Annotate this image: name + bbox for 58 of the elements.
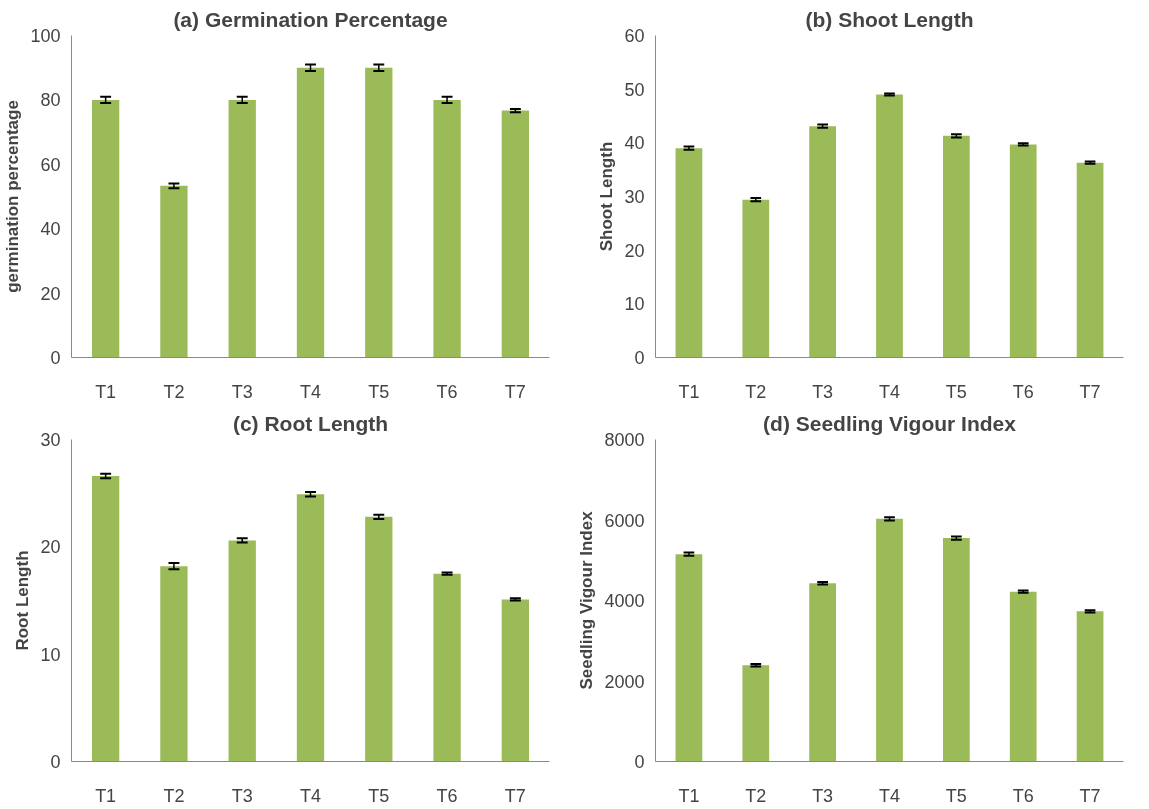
y-tick-label: 8000 xyxy=(604,430,645,450)
x-tick-label: T7 xyxy=(504,381,526,402)
y-tick-label: 0 xyxy=(634,348,645,368)
y-tick-label: 50 xyxy=(624,79,645,100)
x-tick-label: T3 xyxy=(812,381,834,402)
x-tick-label: T2 xyxy=(745,785,767,806)
x-tick-label: T1 xyxy=(95,381,117,402)
x-tick-label: T2 xyxy=(163,785,185,806)
x-tick-label: T7 xyxy=(1079,785,1101,806)
y-tick-label: 30 xyxy=(624,187,645,207)
y-tick-label: 30 xyxy=(40,430,61,450)
x-tick-label: T4 xyxy=(300,381,322,402)
x-tick-label: T1 xyxy=(678,381,700,402)
y-tick-label: 100 xyxy=(30,26,61,46)
x-tick-label: T6 xyxy=(1012,381,1034,402)
x-tick-label: T6 xyxy=(436,381,458,402)
x-tick-label: T5 xyxy=(368,381,390,402)
x-tick-label: T5 xyxy=(945,381,967,402)
x-tick-label: T3 xyxy=(812,785,834,806)
x-tick-label: T6 xyxy=(1012,785,1034,806)
y-tick-label: 20 xyxy=(624,240,645,261)
y-axis-title: germination percentage xyxy=(3,100,23,293)
y-axis-title: Shoot Length xyxy=(597,141,617,252)
y-tick-label: 40 xyxy=(40,219,61,240)
x-tick-label: T2 xyxy=(745,381,767,402)
x-tick-label: T7 xyxy=(1079,381,1101,402)
x-tick-label: T4 xyxy=(879,381,901,402)
y-tick-label: 0 xyxy=(50,348,61,368)
y-tick-label: 40 xyxy=(624,133,645,154)
y-tick-label: 60 xyxy=(40,154,61,175)
chart-title: (d) Seedling Vigour Index xyxy=(763,411,1017,435)
y-tick-label: 2000 xyxy=(604,671,645,692)
x-tick-label: T3 xyxy=(231,381,253,402)
y-tick-label: 4000 xyxy=(604,591,645,611)
y-tick-label: 60 xyxy=(624,26,645,46)
y-tick-label: 20 xyxy=(40,537,61,558)
x-tick-label: T5 xyxy=(368,785,390,806)
x-tick-label: T5 xyxy=(945,785,967,806)
y-tick-label: 20 xyxy=(40,283,61,304)
x-tick-label: T3 xyxy=(231,785,253,806)
y-tick-label: 80 xyxy=(40,90,61,111)
y-tick-label: 10 xyxy=(40,644,61,665)
x-tick-label: T6 xyxy=(436,785,458,806)
y-tick-label: 10 xyxy=(624,294,645,315)
y-tick-label: 0 xyxy=(50,752,61,772)
chart-title: (c) Root Length xyxy=(232,411,389,435)
y-tick-label: 0 xyxy=(634,752,645,772)
chart-title: (a) Germination Percentage xyxy=(173,7,448,31)
x-tick-label: T1 xyxy=(678,785,700,806)
x-tick-label: T4 xyxy=(300,785,322,806)
x-tick-label: T7 xyxy=(504,785,526,806)
y-tick-label: 6000 xyxy=(604,510,645,531)
x-tick-label: T2 xyxy=(163,381,185,402)
y-axis-title: Root Length xyxy=(13,550,33,651)
y-axis-title: Seedling Vigour Index xyxy=(577,510,597,690)
chart-title: (b) Shoot Length xyxy=(805,7,974,31)
x-tick-label: T1 xyxy=(95,785,117,806)
x-tick-label: T4 xyxy=(879,785,901,806)
